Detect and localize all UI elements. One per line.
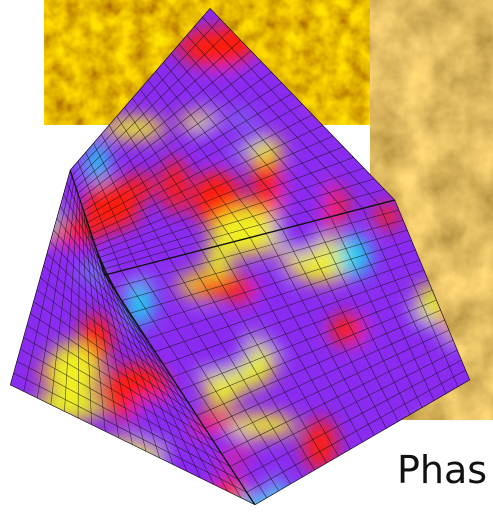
- phase-blob: [67, 489, 113, 505]
- phase-blob: [23, 173, 57, 203]
- phase-blob: [10, 63, 52, 111]
- phase-blob: [195, 428, 247, 456]
- phase-blob: [10, 114, 34, 152]
- phase-blob: [125, 472, 146, 505]
- cube-face-edge: [10, 167, 257, 505]
- cube-grid: [10, 8, 470, 505]
- phase-blob: [258, 326, 313, 355]
- phase-blob: [174, 315, 253, 375]
- grid-line: [202, 16, 380, 205]
- phase-blob: [252, 150, 282, 201]
- grid-line: [71, 18, 221, 177]
- grid-line: [73, 29, 231, 182]
- phase-blob: [163, 156, 188, 214]
- phase-blob: [126, 279, 154, 327]
- grid-line: [16, 360, 239, 480]
- phase-blob: [10, 151, 50, 179]
- grid-line: [194, 25, 363, 209]
- grid-line: [378, 204, 459, 388]
- phase-blob: [241, 462, 275, 501]
- grid-line: [186, 34, 347, 213]
- phase-blob: [46, 153, 80, 195]
- grid-line: [229, 349, 458, 467]
- phase-blob: [46, 342, 100, 402]
- phase-blob: [10, 154, 57, 218]
- grid-line: [238, 359, 462, 480]
- phase-blob: [357, 329, 396, 384]
- phase-blob: [337, 234, 371, 278]
- grid-line: [50, 187, 77, 406]
- grid-line: [362, 208, 447, 395]
- phase-blob: [303, 418, 337, 472]
- phase-blob: [10, 193, 62, 239]
- grid-line: [23, 175, 73, 392]
- grid-line: [13, 372, 247, 493]
- phase-blob: [273, 196, 326, 256]
- phase-blob: [194, 118, 263, 153]
- phase-blob: [98, 438, 146, 466]
- phase-blob: [254, 273, 289, 314]
- phase-blob: [10, 241, 36, 266]
- grid-line: [36, 181, 75, 399]
- phase-blob: [189, 276, 260, 297]
- caption: Phas: [397, 448, 487, 492]
- phase-blob: [11, 164, 58, 225]
- grid-line: [246, 369, 466, 493]
- phase-blob: [33, 441, 59, 461]
- phase-blob: [228, 414, 297, 437]
- phase-blob: [179, 27, 255, 68]
